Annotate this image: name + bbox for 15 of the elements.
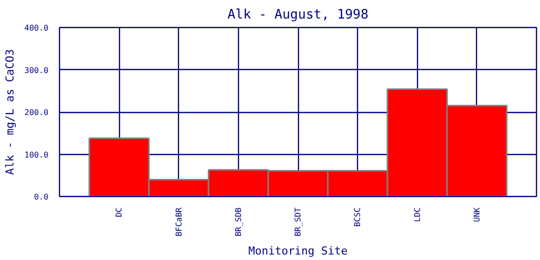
x-tick-label: LDC — [412, 207, 422, 222]
x-tick-label: UNK — [472, 207, 482, 222]
y-tick-label: 0.0 — [34, 192, 49, 202]
y-tick-label: 100.0 — [24, 150, 49, 160]
x-tick-label: DC — [114, 207, 124, 218]
y-axis-title: Alk - mg/L as CaCO3 — [3, 49, 16, 175]
x-axis-title: Monitoring Site — [248, 244, 348, 258]
x-tick-label: BCSC — [353, 207, 362, 227]
x-tick-label: BR_SDB — [234, 207, 243, 236]
x-tick-label: BR_SDT — [294, 207, 302, 236]
y-tick-label: 300.0 — [24, 66, 49, 75]
y-tick-label: 400.0 — [24, 24, 49, 32]
x-tick-label: BFCaBR — [174, 207, 184, 236]
y-tick-label: 200.0 — [24, 108, 49, 117]
chart-title: Alk - August, 1998 — [228, 8, 368, 22]
